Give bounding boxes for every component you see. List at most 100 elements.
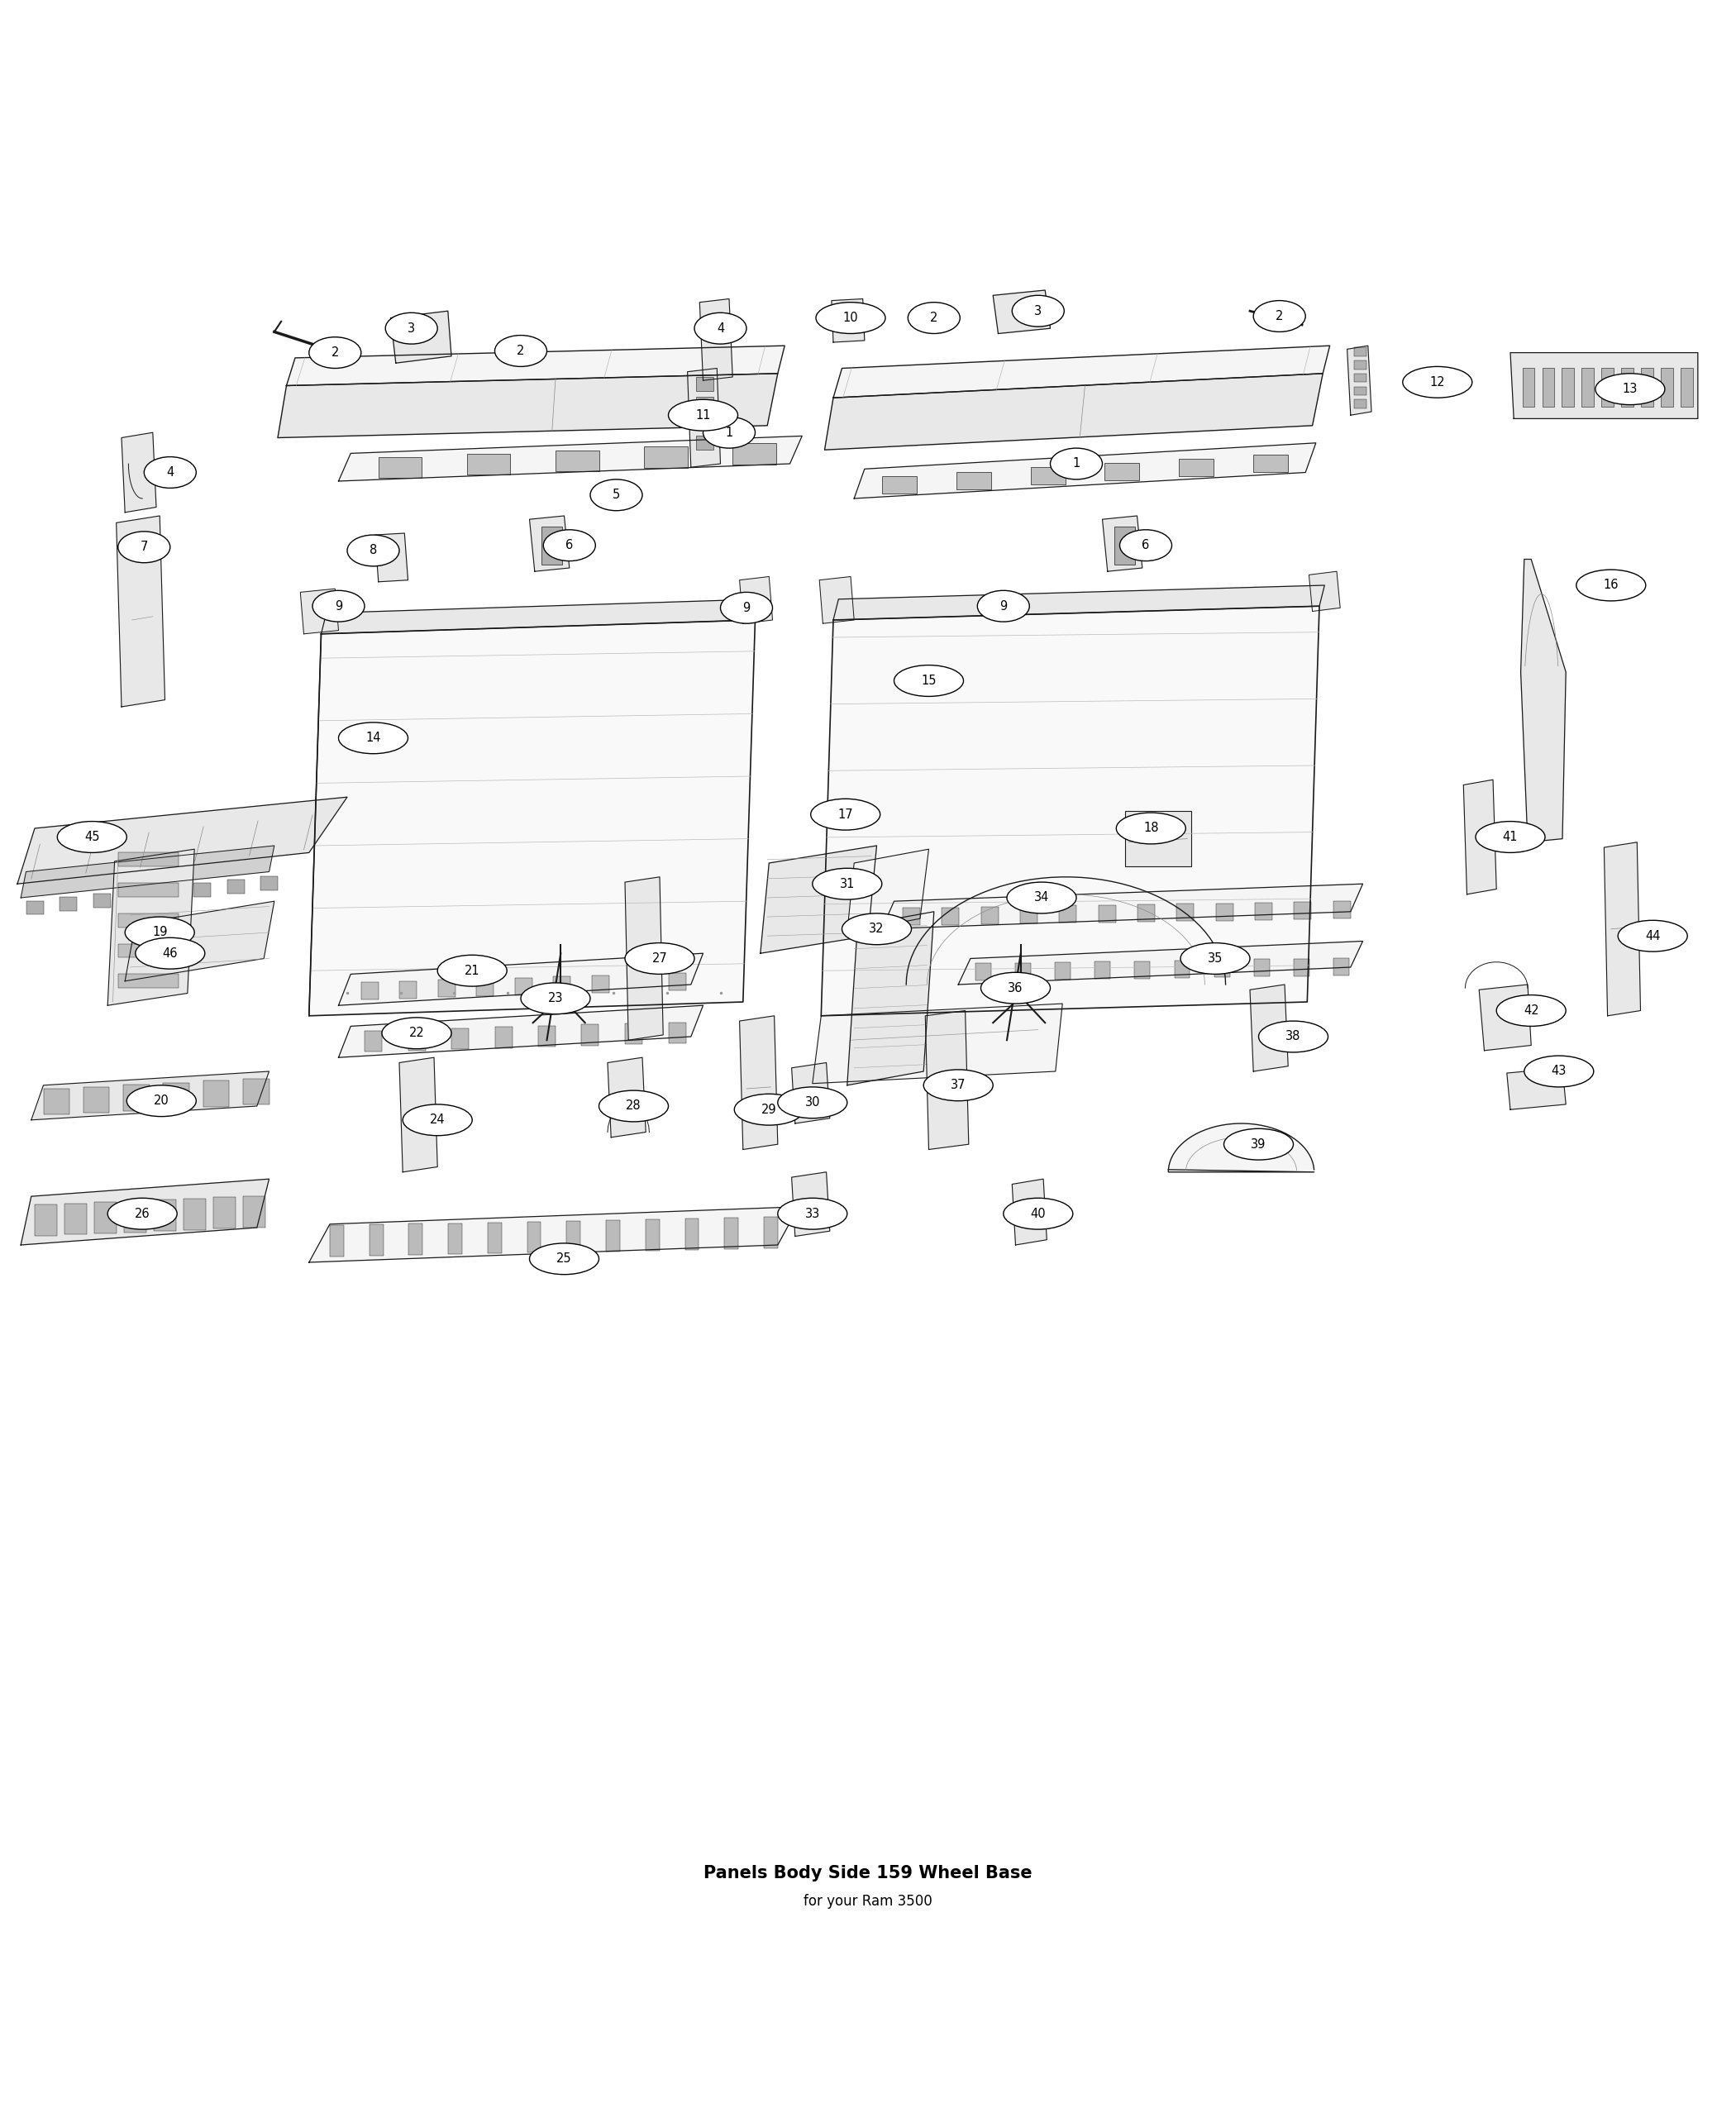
Bar	[193, 883, 210, 898]
Bar	[981, 906, 998, 923]
Bar	[370, 1225, 384, 1256]
Polygon shape	[821, 607, 1319, 1016]
Polygon shape	[1479, 984, 1531, 1050]
Polygon shape	[958, 940, 1363, 984]
Bar	[94, 894, 111, 909]
Ellipse shape	[1253, 301, 1305, 331]
Bar	[495, 1027, 512, 1048]
Bar	[696, 436, 713, 449]
Bar	[514, 978, 531, 995]
Ellipse shape	[125, 917, 194, 949]
Polygon shape	[116, 516, 165, 706]
Bar	[83, 1088, 109, 1113]
Bar	[566, 1221, 580, 1252]
Bar	[160, 887, 177, 900]
Text: 38: 38	[1286, 1031, 1300, 1043]
Bar	[1601, 369, 1614, 407]
Ellipse shape	[1224, 1128, 1293, 1159]
Bar	[214, 1197, 236, 1229]
Polygon shape	[1507, 1069, 1566, 1109]
Text: 41: 41	[1503, 831, 1517, 843]
Bar	[1333, 959, 1349, 976]
Text: for your Ram 3500: for your Ram 3500	[804, 1893, 932, 1908]
Polygon shape	[399, 1058, 437, 1172]
Text: 7: 7	[141, 542, 148, 552]
Polygon shape	[993, 291, 1050, 333]
Bar	[1016, 963, 1031, 980]
Ellipse shape	[1007, 881, 1076, 913]
Ellipse shape	[1259, 1020, 1328, 1052]
Text: 17: 17	[838, 807, 852, 820]
Bar	[733, 443, 776, 464]
Bar	[227, 879, 245, 894]
Bar	[1179, 460, 1213, 476]
Text: 44: 44	[1646, 930, 1660, 942]
Bar	[1522, 369, 1535, 407]
Bar	[646, 1218, 660, 1250]
Bar	[1333, 902, 1351, 919]
Ellipse shape	[842, 913, 911, 944]
Text: 8: 8	[370, 544, 377, 557]
Polygon shape	[625, 877, 663, 1039]
Ellipse shape	[924, 1069, 993, 1100]
Bar	[118, 974, 179, 989]
Bar	[1099, 904, 1116, 923]
Bar	[1354, 401, 1366, 409]
Polygon shape	[792, 1172, 830, 1235]
Bar	[582, 1024, 599, 1046]
Bar	[155, 1199, 177, 1231]
Ellipse shape	[135, 938, 205, 970]
Ellipse shape	[1012, 295, 1064, 327]
Bar	[123, 1086, 149, 1111]
Bar	[64, 1204, 87, 1235]
Text: 32: 32	[870, 923, 884, 936]
Ellipse shape	[599, 1090, 668, 1121]
Text: 16: 16	[1604, 580, 1618, 592]
Ellipse shape	[118, 531, 170, 563]
Bar	[437, 980, 455, 997]
Text: 1: 1	[726, 426, 733, 438]
Text: 39: 39	[1252, 1138, 1266, 1151]
Text: Panels Body Side 159 Wheel Base: Panels Body Side 159 Wheel Base	[703, 1866, 1033, 1882]
Polygon shape	[608, 1058, 646, 1138]
Ellipse shape	[1120, 529, 1172, 561]
Bar	[686, 1218, 700, 1250]
Polygon shape	[391, 312, 451, 363]
Polygon shape	[1012, 1178, 1047, 1246]
Text: 9: 9	[335, 601, 342, 611]
Text: 22: 22	[410, 1027, 424, 1039]
Polygon shape	[1347, 346, 1371, 415]
Ellipse shape	[437, 955, 507, 987]
Bar	[1581, 369, 1594, 407]
Bar	[1354, 386, 1366, 394]
Bar	[118, 852, 179, 866]
Text: 21: 21	[465, 965, 479, 976]
Bar	[528, 1221, 542, 1252]
Ellipse shape	[812, 868, 882, 900]
Ellipse shape	[908, 301, 960, 333]
Polygon shape	[1250, 984, 1288, 1071]
Text: 31: 31	[840, 877, 854, 890]
Text: 12: 12	[1430, 375, 1444, 388]
Polygon shape	[833, 586, 1325, 620]
Ellipse shape	[1003, 1197, 1073, 1229]
Ellipse shape	[625, 942, 694, 974]
Ellipse shape	[1180, 942, 1250, 974]
Bar	[542, 527, 562, 565]
Polygon shape	[21, 1178, 269, 1246]
Bar	[361, 982, 378, 999]
Bar	[118, 913, 179, 928]
Text: 3: 3	[1035, 306, 1042, 316]
Text: 24: 24	[431, 1113, 444, 1126]
Bar	[630, 974, 648, 991]
Ellipse shape	[734, 1094, 804, 1126]
Polygon shape	[847, 911, 934, 1086]
Ellipse shape	[778, 1088, 847, 1117]
Polygon shape	[1521, 559, 1566, 843]
Text: 29: 29	[762, 1102, 776, 1115]
Polygon shape	[1309, 571, 1340, 611]
Polygon shape	[882, 883, 1363, 930]
Bar	[408, 1029, 425, 1050]
Polygon shape	[1102, 516, 1142, 571]
Polygon shape	[529, 516, 569, 571]
